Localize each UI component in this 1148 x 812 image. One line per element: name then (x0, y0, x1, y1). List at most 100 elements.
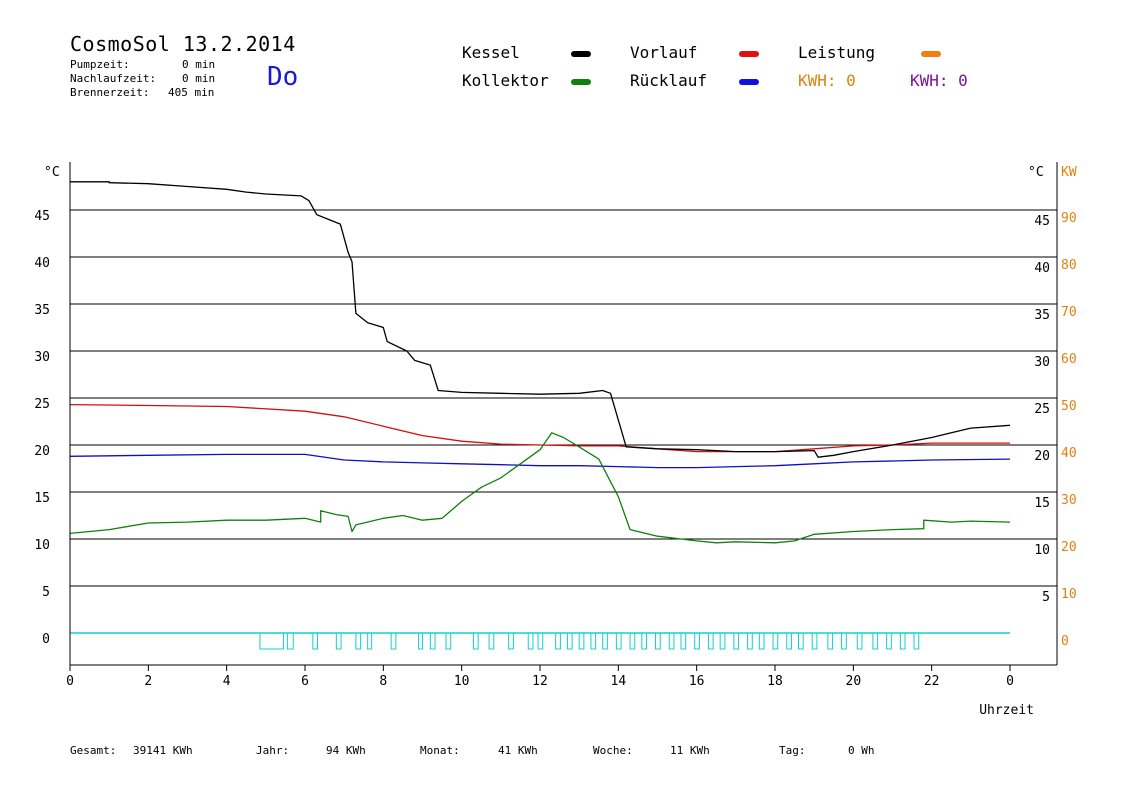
pump-mark (429, 632, 436, 650)
y-tick-label-kw: 60 (1061, 352, 1077, 367)
legend-kwh-purple: KWH: 0 (910, 71, 968, 90)
pump-mark (772, 632, 779, 650)
footer-monat-label: Monat: (420, 744, 460, 757)
y-tick-label-right: 35 (1034, 308, 1050, 323)
legend-leistung-label: Leistung (798, 43, 876, 62)
footer-monat-value: 41 KWh (498, 744, 538, 757)
y-tick-label-kw: 0 (1061, 634, 1069, 649)
y-tick-label-kw: 70 (1061, 305, 1077, 320)
y-axis-unit-left: °C (44, 165, 60, 180)
x-axis-label: Uhrzeit (979, 703, 1034, 718)
x-tick-label: 0 (1006, 674, 1014, 689)
pump-mark (872, 632, 879, 650)
pump-mark (655, 632, 661, 650)
y-tick-label-left: 15 (34, 491, 50, 506)
x-tick-label: 6 (301, 674, 309, 689)
x-tick-label: 20 (846, 674, 862, 689)
pump-mark (886, 632, 892, 650)
pump-mark (615, 632, 622, 650)
y-tick-label-right: 40 (1034, 261, 1050, 276)
label-layer: 0 2 4 6 8 10 12 14 16 18 20 22 005101520253035404551… (34, 165, 1076, 718)
pump-mark (488, 632, 495, 650)
y-tick-label-right: 10 (1034, 543, 1050, 558)
y-tick-label-kw: 40 (1061, 446, 1077, 461)
stat-pumpzeit-value: 0 min (182, 58, 216, 71)
pump-mark (680, 632, 687, 650)
y-tick-label-right: 15 (1034, 496, 1050, 511)
pump-mark (629, 632, 636, 650)
series-line-ruecklauf (69, 453, 1011, 469)
pump-mark (811, 632, 818, 650)
footer-woche-label: Woche: (593, 744, 633, 757)
chart-title: CosmoSol 13.2.2014 (70, 32, 296, 56)
legend-vorlauf-swatch (739, 51, 759, 57)
footer-tag-label: Tag: (779, 744, 806, 757)
stat-nachlaufzeit-label: Nachlaufzeit: (70, 72, 157, 85)
x-tick-label: 4 (223, 674, 231, 689)
series-layer (69, 181, 1011, 544)
x-tick-label: 16 (689, 674, 705, 689)
y-tick-label-kw: 80 (1061, 258, 1077, 273)
y-tick-label-right: 5 (1042, 590, 1050, 605)
pump-mark (355, 632, 362, 650)
legend-vorlauf-label: Vorlauf (630, 43, 698, 62)
y-tick-label-left: 10 (34, 538, 50, 553)
series-line-kollektor (69, 432, 1011, 544)
footer-gesamt-label: Gesamt: (70, 744, 117, 757)
pump-mark (367, 632, 373, 650)
x-tick-label: 12 (532, 674, 548, 689)
x-tick-label: 14 (611, 674, 627, 689)
legend-ruecklauf-swatch (739, 79, 759, 85)
stat-brennerzeit-value: 405 min (168, 86, 215, 99)
pump-mark (578, 632, 585, 650)
stat-brennerzeit-label: Brennerzeit: (70, 86, 150, 99)
y-tick-label-kw: 30 (1061, 493, 1077, 508)
y-tick-label-kw: 90 (1061, 211, 1077, 226)
legend-kwh-orange: KWH: 0 (798, 71, 856, 90)
footer-gesamt-value: 39141 KWh (133, 744, 193, 757)
stat-pumpzeit-label: Pumpzeit: (70, 58, 130, 71)
legend-kollektor-label: Kollektor (462, 71, 549, 90)
pump-mark (555, 632, 561, 650)
pump-mark (527, 632, 534, 650)
pump-mark (668, 632, 675, 650)
y-tick-label-left: 0 (42, 632, 50, 647)
y-tick-label-left: 40 (34, 256, 50, 271)
series-line-vorlauf (69, 403, 1010, 453)
stat-nachlaufzeit-value: 0 min (182, 72, 216, 85)
y-axis-unit-kw: KW (1061, 165, 1077, 180)
pump-mark (537, 632, 544, 650)
pump-mark (707, 632, 714, 650)
x-tick-label: 10 (454, 674, 470, 689)
pump-mark (445, 632, 452, 650)
x-tick-label: 0 (66, 674, 74, 689)
pump-mark (786, 632, 792, 650)
x-tick-label: 2 (144, 674, 152, 689)
pump-mark (899, 632, 906, 650)
x-tick-label: 18 (767, 674, 783, 689)
pump-mark (590, 632, 597, 650)
pump-mark (758, 632, 765, 650)
pump-mark (798, 632, 804, 650)
series-line-kessel (70, 181, 1011, 458)
y-tick-label-right: 20 (1034, 449, 1050, 464)
pump-mark (913, 632, 920, 650)
y-tick-label-left: 35 (34, 303, 50, 318)
pump-mark (390, 632, 397, 650)
axis-layer (69, 162, 1058, 671)
pump-mark (641, 632, 648, 650)
y-tick-label-left: 45 (34, 209, 50, 224)
y-tick-label-left: 5 (42, 585, 50, 600)
pump-mark (747, 632, 753, 650)
pump-layer (70, 632, 1010, 650)
y-tick-label-right: 30 (1034, 355, 1050, 370)
legend-kessel-swatch (571, 51, 591, 57)
pump-mark (856, 632, 863, 650)
pump-mark (335, 632, 342, 650)
footer-jahr-value: 94 KWh (326, 744, 366, 757)
y-tick-label-right: 45 (1034, 214, 1050, 229)
pump-mark (841, 632, 847, 650)
y-tick-label-left: 25 (34, 397, 50, 412)
pump-mark (286, 632, 294, 650)
